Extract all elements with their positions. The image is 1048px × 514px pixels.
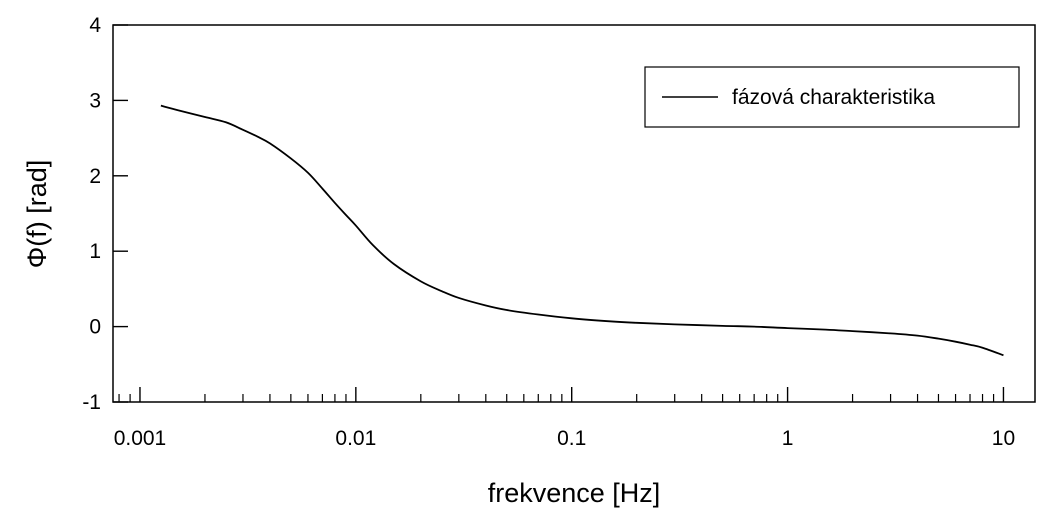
y-tick-label: 3 bbox=[89, 89, 101, 112]
plot-frame bbox=[112, 24, 1036, 403]
x-tick-label: 10 bbox=[992, 427, 1015, 450]
x-tick-label: 0.01 bbox=[335, 427, 376, 450]
x-tick-label: 0.1 bbox=[557, 427, 586, 450]
y-tick-label: 0 bbox=[89, 316, 101, 339]
y-tick-label: 4 bbox=[89, 14, 101, 37]
y-tick-label: 1 bbox=[89, 240, 101, 263]
series-layer bbox=[160, 104, 1004, 357]
x-axis-title: frekvence [Hz] bbox=[488, 478, 661, 508]
y-ticks: -1 0 1 2 3 4 bbox=[82, 14, 128, 414]
legend-label: fázová charakteristika bbox=[732, 86, 935, 109]
x-major-ticks: 0.001 0.01 0.1 1 10 bbox=[114, 387, 1015, 450]
y-tick-label: 2 bbox=[89, 165, 101, 188]
series-line bbox=[160, 104, 1004, 357]
x-tick-label: 0.001 bbox=[114, 427, 167, 450]
y-axis-title: Φ(f) [rad] bbox=[22, 160, 52, 269]
x-tick-label: 1 bbox=[782, 427, 794, 450]
x-minor-ticks bbox=[118, 394, 995, 402]
legend: fázová charakteristika bbox=[644, 66, 1020, 128]
y-tick-label: -1 bbox=[82, 391, 101, 414]
